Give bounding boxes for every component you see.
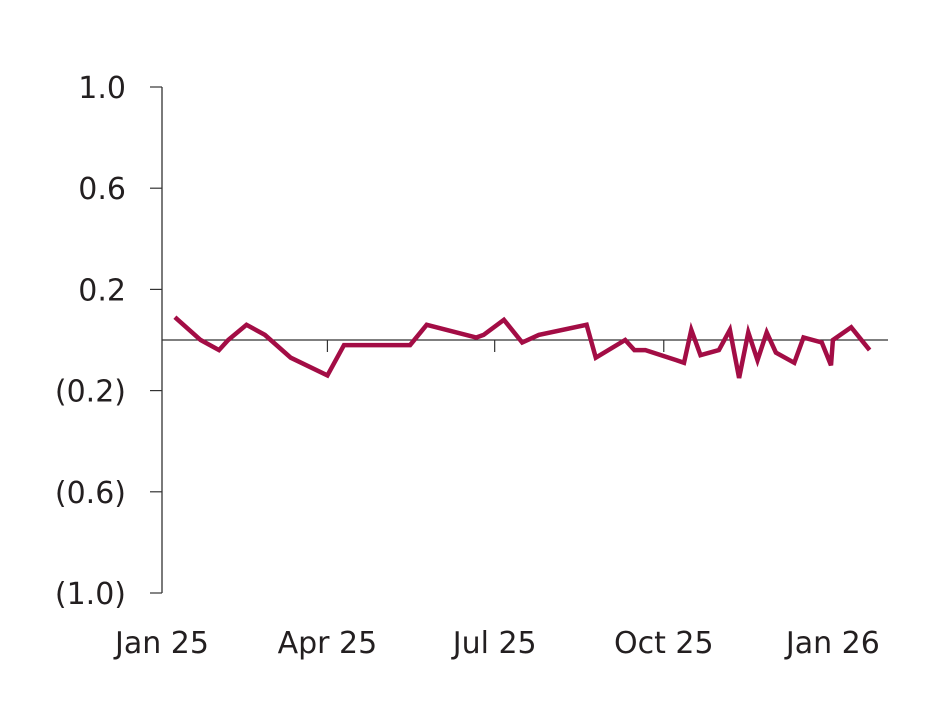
x-tick-label: Jul 25	[451, 626, 537, 661]
y-tick-label: (0.2)	[55, 375, 126, 410]
x-tick-label: Jan 25	[113, 626, 209, 661]
x-tick-label: Apr 25	[278, 626, 378, 661]
x-axis: Jan 25 Apr 25 Jul 25 Oct 25 Jan 26	[113, 339, 888, 661]
y-axis: 1.0 0.6 0.2 (0.2) (0.6) (1.0)	[55, 71, 163, 612]
y-tick-label: (0.6)	[55, 476, 126, 511]
y-tick-label: (1.0)	[55, 577, 126, 612]
y-tick-label: 0.6	[78, 172, 126, 207]
x-tick-label: Jan 26	[784, 626, 880, 661]
y-tick-label: 0.2	[78, 273, 126, 308]
plot-area	[173, 315, 872, 379]
x-tick-label: Oct 25	[614, 626, 714, 661]
series-line	[173, 315, 872, 379]
y-tick-label: 1.0	[78, 71, 126, 106]
